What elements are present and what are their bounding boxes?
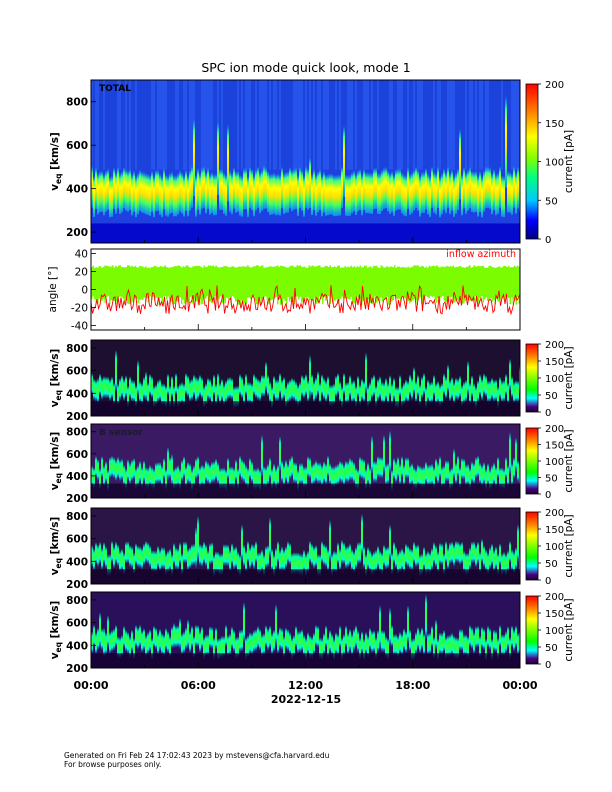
colorbar-tick-label: 150	[545, 609, 564, 620]
colorbar-label: current [pA]	[563, 598, 575, 661]
colorbar-tick-label: 200	[545, 424, 564, 435]
footer-generated-line: Generated on Fri Feb 24 17:02:43 2023 by…	[64, 751, 330, 760]
footer: Generated on Fri Feb 24 17:02:43 2023 by…	[64, 751, 330, 769]
y-tick-label: 0	[81, 285, 88, 297]
x-tick-label: 00:00	[502, 679, 537, 692]
y-tick-label: 400	[66, 640, 88, 652]
colorbar-label: current [pA]	[563, 346, 575, 409]
y-tick-label: 800	[66, 595, 88, 607]
colorbar-tick-label: 0	[545, 660, 551, 671]
y-tick-label: 200	[66, 579, 88, 591]
colorbar-tick-label: 200	[545, 80, 564, 91]
y-tick-label: 200	[66, 493, 88, 505]
y-tick-label: -20	[71, 303, 88, 315]
colorbar-tick-label: 0	[545, 235, 551, 246]
colorbar-tick-label: 100	[545, 542, 564, 553]
colorbar-tick-label: 50	[545, 474, 558, 485]
y-tick-label: 400	[66, 471, 88, 483]
panel-label: B sensor	[99, 428, 143, 438]
panel-5-image	[91, 508, 520, 584]
x-tick-label: 18:00	[395, 679, 430, 692]
panel-label: TOTAL	[99, 84, 131, 94]
inflow-azimuth-series	[91, 284, 520, 316]
x-tick-label: 06:00	[181, 679, 216, 692]
panel-2: inflow azimuth angle [°] -40 -20 0 20 40	[47, 248, 521, 333]
colorbar-tick-label: 50	[545, 196, 558, 207]
colorbar-tick-label: 0	[545, 408, 551, 419]
legend-inflow-azimuth: inflow azimuth	[446, 249, 516, 260]
y-tick-label: 800	[66, 427, 88, 439]
colorbar-tick-label: 150	[545, 525, 564, 536]
colorbar-tick-label: 50	[545, 643, 558, 654]
colorbar-tick-label: 200	[545, 592, 564, 603]
y-tick-label: 600	[66, 140, 88, 152]
colorbar-label: current [pA]	[563, 514, 575, 577]
panel-1-colorbar: 0 50 100 150 200 current [pA]	[525, 80, 575, 246]
y-axis-label: veq [km/s]	[49, 517, 63, 576]
y-axis-label: veq [km/s]	[49, 132, 63, 191]
y-tick-label: 600	[66, 618, 88, 630]
y-axis-label: veq [km/s]	[49, 601, 63, 660]
panel-2-image	[91, 249, 520, 330]
footer-browse-line: For browse purposes only.	[64, 759, 162, 769]
colorbar-tick-label: 200	[545, 340, 564, 351]
x-axis: 00:00 06:00 12:00 18:00 00:00 2022-12-15	[73, 679, 537, 706]
y-tick-label: 600	[66, 449, 88, 461]
colorbar-tick-label: 150	[545, 441, 564, 452]
colorbar-tick-label: 100	[545, 374, 564, 385]
colorbar-tick-label: 100	[545, 457, 564, 468]
panel-4-image	[91, 424, 520, 498]
y-tick-label: 200	[66, 227, 88, 239]
y-tick-label: 400	[66, 388, 88, 400]
panel-1-image	[91, 80, 520, 243]
colorbar-label: current [pA]	[563, 130, 575, 193]
y-axis-label: veq [km/s]	[49, 432, 63, 491]
panel-3-image	[91, 340, 520, 416]
y-tick-label: 200	[66, 663, 88, 675]
colorbar-tick-label: 100	[545, 158, 564, 169]
colorbar-tick-label: 50	[545, 391, 558, 402]
colorbar-tick-label: 150	[545, 119, 564, 130]
panel-1: 0 50 100 150 200 current [pA] TOTAL veq [km/s] 2…	[49, 79, 575, 246]
y-axis-label: veq [km/s]	[49, 349, 63, 408]
y-tick-label: 400	[66, 184, 88, 196]
colorbar-tick-label: 100	[545, 626, 564, 637]
colorbar-label: current [pA]	[563, 429, 575, 492]
panel-6-image	[91, 592, 520, 668]
y-axis-label: angle [°]	[47, 267, 59, 313]
y-tick-label: 600	[66, 534, 88, 546]
colorbar-tick-label: 0	[545, 576, 551, 587]
colorbar-tick-label: 0	[545, 490, 551, 501]
y-tick-label: 800	[66, 511, 88, 523]
y-tick-label: 800	[66, 343, 88, 355]
y-tick-label: 20	[75, 267, 88, 279]
y-tick-label: 400	[66, 556, 88, 568]
x-axis-label: 2022-12-15	[271, 693, 341, 706]
y-tick-label: 600	[66, 366, 88, 378]
x-tick-label: 00:00	[73, 679, 108, 692]
y-tick-label: 800	[66, 97, 88, 109]
colorbar-tick-label: 200	[545, 508, 564, 519]
colorbar-tick-label: 50	[545, 559, 558, 570]
y-tick-label: 40	[75, 249, 88, 261]
y-tick-label: 200	[66, 411, 88, 423]
colorbar-tick-label: 150	[545, 357, 564, 368]
x-tick-label: 12:00	[288, 679, 323, 692]
chart-title: SPC ion mode quick look, mode 1	[201, 60, 410, 75]
y-tick-label: -40	[71, 321, 88, 333]
